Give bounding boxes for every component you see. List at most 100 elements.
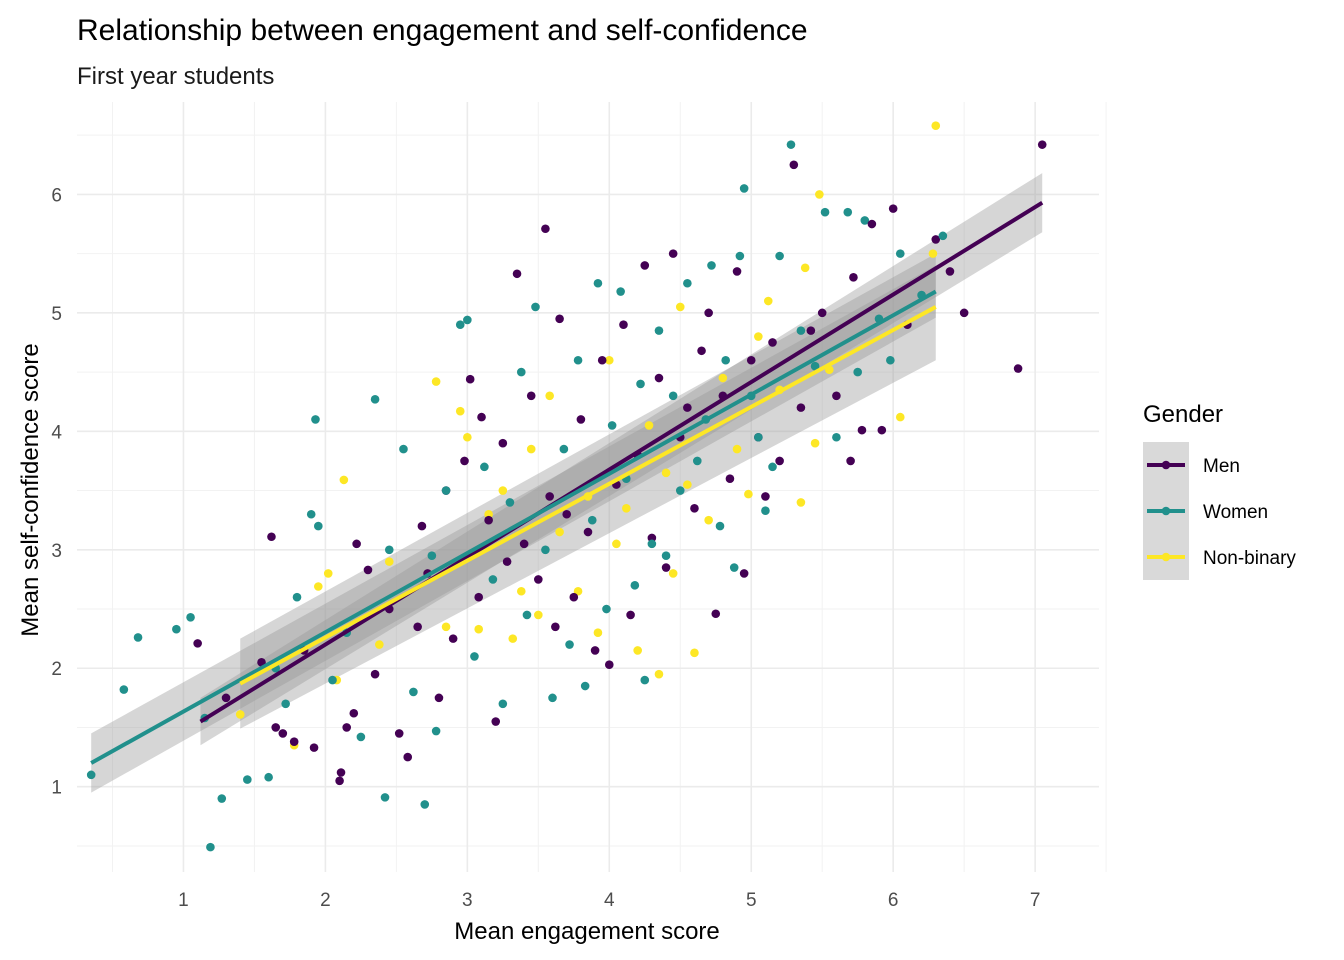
data-point <box>945 267 955 276</box>
data-point <box>474 592 484 602</box>
data-point <box>384 545 394 555</box>
data-point <box>746 355 756 365</box>
data-point <box>612 539 621 549</box>
data-point <box>431 726 441 736</box>
data-point <box>271 723 281 732</box>
data-point <box>427 551 437 561</box>
data-point <box>860 216 870 225</box>
data-point <box>583 527 593 537</box>
data-point <box>775 456 784 466</box>
data-point <box>690 504 699 513</box>
data-point <box>683 278 692 288</box>
data-point <box>732 444 742 454</box>
data-point <box>853 367 862 377</box>
data-point <box>394 729 404 738</box>
fit-line <box>90 289 937 765</box>
data-point <box>895 412 905 422</box>
data-point <box>441 622 451 632</box>
data-point <box>356 732 366 742</box>
data-point <box>526 444 536 454</box>
legend: Gender Men Women Non-binary <box>1143 401 1296 580</box>
data-point <box>796 326 806 335</box>
data-point <box>789 160 799 170</box>
data-point <box>590 646 600 655</box>
data-point <box>522 610 532 620</box>
data-point <box>498 699 508 709</box>
data-point <box>375 640 384 649</box>
data-point <box>888 204 898 213</box>
data-point <box>352 539 361 549</box>
data-point <box>448 634 458 643</box>
data-point <box>498 486 508 495</box>
data-point <box>488 575 498 584</box>
data-point <box>633 646 642 655</box>
data-point <box>931 235 941 244</box>
data-point <box>328 675 337 685</box>
data-point <box>399 444 408 454</box>
data-point <box>593 278 603 288</box>
legend-key-point <box>1161 460 1171 470</box>
data-point <box>434 693 444 703</box>
chart-subtitle: First year students <box>77 63 274 90</box>
y-tick-label: 4 <box>51 422 62 443</box>
data-point <box>886 355 895 365</box>
data-point <box>857 425 867 435</box>
data-point <box>573 586 583 596</box>
y-tick-label: 3 <box>51 541 62 562</box>
data-point <box>484 509 493 519</box>
data-point <box>668 391 678 401</box>
data-point <box>264 772 273 782</box>
data-point <box>654 669 664 679</box>
chart-title: Relationship between engagement and self… <box>77 14 808 47</box>
data-point <box>309 743 319 752</box>
data-point <box>877 425 887 435</box>
data-point <box>675 302 685 312</box>
data-point <box>849 273 858 282</box>
data-point <box>512 269 522 279</box>
data-point <box>531 302 540 312</box>
data-point <box>133 633 143 642</box>
data-point <box>380 793 390 802</box>
data-point <box>519 539 529 549</box>
data-point <box>289 737 299 746</box>
data-point <box>349 708 359 718</box>
legend-key-point <box>1161 506 1171 516</box>
data-point <box>754 432 763 442</box>
data-point <box>931 121 941 130</box>
data-point <box>281 699 290 709</box>
data-point <box>370 395 380 404</box>
major-gridlines <box>77 102 1099 872</box>
data-point <box>221 693 231 703</box>
data-point <box>193 639 202 648</box>
data-point <box>647 533 657 543</box>
data-point <box>732 267 742 276</box>
data-point <box>843 207 853 217</box>
data-point <box>644 421 654 430</box>
data-point <box>697 346 706 356</box>
data-point <box>867 219 877 229</box>
data-point <box>403 752 413 762</box>
data-point <box>690 648 699 658</box>
data-point <box>455 406 465 416</box>
data-point <box>172 624 181 634</box>
data-point <box>480 462 489 472</box>
data-point <box>630 581 640 590</box>
data-point <box>470 652 479 661</box>
data-point <box>616 287 625 296</box>
x-tick-label: 1 <box>178 890 189 911</box>
data-point <box>306 509 316 519</box>
legend-label: Women <box>1203 502 1268 523</box>
data-point <box>739 569 749 578</box>
data-point <box>661 551 671 561</box>
data-point <box>604 355 614 365</box>
data-point <box>541 545 550 555</box>
data-point <box>640 675 650 685</box>
data-point <box>718 373 728 383</box>
data-point <box>817 308 827 318</box>
data-point <box>335 776 344 786</box>
fit-line <box>199 200 1044 724</box>
data-point <box>636 379 645 389</box>
data-point <box>477 412 486 422</box>
data-point <box>420 800 430 809</box>
data-point <box>1013 364 1023 373</box>
